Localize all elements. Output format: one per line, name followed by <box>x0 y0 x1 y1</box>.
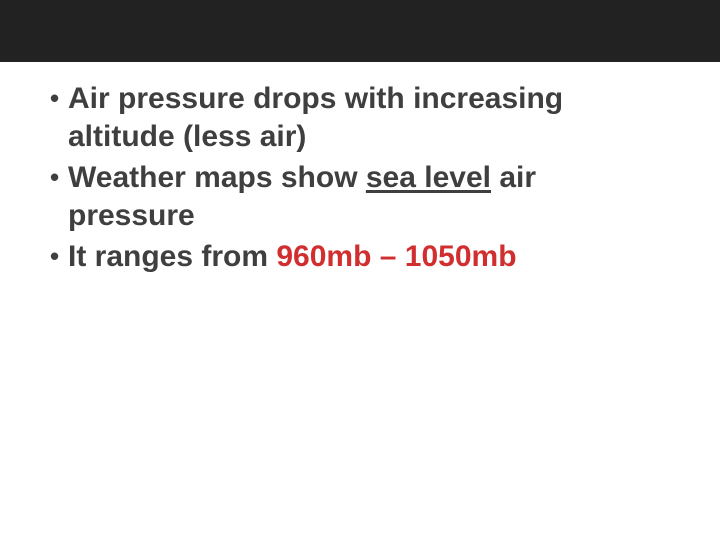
bullet-marker: • <box>50 159 68 197</box>
text-run: Air pressure drops with increasing altit… <box>68 82 563 153</box>
text-run: It ranges from <box>68 240 276 273</box>
bullet-text: Air pressure drops with increasing altit… <box>68 80 670 157</box>
slide-content: • Air pressure drops with increasing alt… <box>0 62 720 276</box>
text-run-accent: 960mb – 1050mb <box>276 240 516 273</box>
bullet-item: • It ranges from 960mb – 1050mb <box>50 238 670 276</box>
bullet-marker: • <box>50 238 68 276</box>
bullet-item: • Air pressure drops with increasing alt… <box>50 80 670 157</box>
bullet-text: Weather maps show sea level air pressure <box>68 159 670 236</box>
bullet-marker: • <box>50 80 68 118</box>
bullet-text: It ranges from 960mb – 1050mb <box>68 238 670 276</box>
title-bar <box>0 0 720 62</box>
text-run: Weather maps show <box>68 161 366 194</box>
bullet-item: • Weather maps show sea level air pressu… <box>50 159 670 236</box>
text-run-underlined: sea level <box>366 161 491 194</box>
